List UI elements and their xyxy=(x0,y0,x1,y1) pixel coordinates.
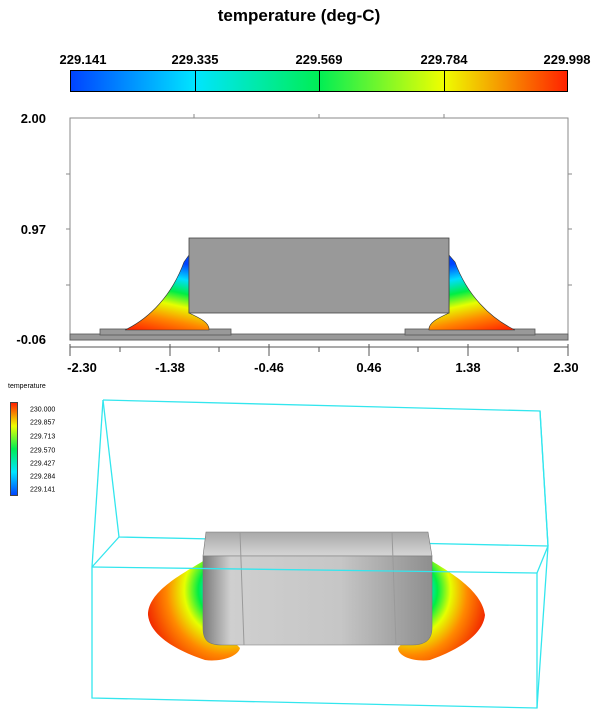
x-tick-label: 2.30 xyxy=(553,360,579,375)
x-tick-label: 0.46 xyxy=(356,360,382,375)
legend-label: 229.427 xyxy=(30,460,56,468)
right-solder-fillet xyxy=(428,254,516,331)
y-tick-label: -0.06 xyxy=(16,332,46,347)
legend-label: 229.570 xyxy=(30,447,56,455)
x-tick-label: -2.30 xyxy=(67,360,97,375)
colorbar-label-min: 229.141 xyxy=(59,52,107,67)
legend-colorbar xyxy=(10,402,18,496)
legend-label: 229.857 xyxy=(30,419,56,427)
3d-view xyxy=(91,399,549,709)
colorbar-divider xyxy=(444,71,445,91)
substrate xyxy=(69,333,569,341)
colorbar-divider xyxy=(195,71,196,91)
temperature-colorbar xyxy=(70,70,568,92)
x-tick-label: -1.38 xyxy=(155,360,185,375)
legend-label: 229.141 xyxy=(30,486,56,494)
x-tick-label: -0.46 xyxy=(254,360,284,375)
component-top-3d xyxy=(202,531,433,557)
y-tick-label: 0.97 xyxy=(20,222,46,237)
colorbar-divider xyxy=(319,71,320,91)
bounding-box-front xyxy=(91,399,549,709)
y-tick-label: 2.00 xyxy=(20,111,46,126)
component-body xyxy=(188,237,450,314)
colorbar-label-max: 229.998 xyxy=(543,52,591,67)
colorbar-label-4: 229.784 xyxy=(420,52,468,67)
colorbar-label-3: 229.569 xyxy=(295,52,343,67)
cross-section-plot xyxy=(66,114,572,341)
frame-ticks xyxy=(66,114,572,286)
component-terminal-edges xyxy=(239,531,397,646)
legend-title: temperature xyxy=(8,383,46,390)
figure-title: temperature (deg-C) xyxy=(217,6,381,25)
left-solder-fillet xyxy=(124,254,210,331)
x-tick-label: 1.38 xyxy=(455,360,481,375)
legend-label: 230.000 xyxy=(30,406,56,414)
colorbar-label-2: 229.335 xyxy=(171,52,219,67)
component-front-3d xyxy=(202,555,433,646)
x-axis xyxy=(69,344,569,356)
legend-label: 229.713 xyxy=(30,433,56,441)
legend-label: 229.284 xyxy=(30,473,56,481)
